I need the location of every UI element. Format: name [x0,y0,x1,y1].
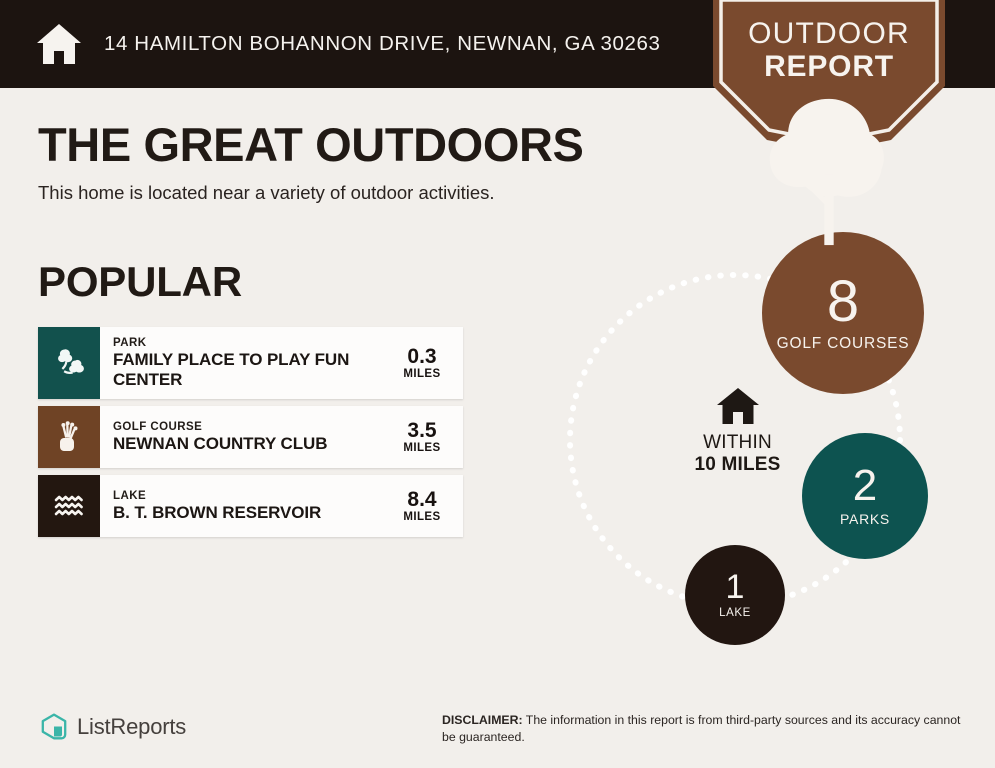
list-item-category: LAKE [113,489,147,502]
water-waves-icon [38,474,100,537]
distance-value: 3.5 [407,418,437,442]
list-item[interactable]: LAKE B. T. BROWN RESERVOIR 8.4 MILES [38,474,463,537]
bubble-lake[interactable]: 1 LAKE [685,545,785,645]
popular-heading: POPULAR [38,258,242,305]
tree-icon [769,98,884,246]
list-item-distance: 3.5 MILES [389,406,463,468]
list-item-text: LAKE B. T. BROWN RESERVOIR [100,475,389,537]
bubble-count: 2 [852,461,878,511]
list-item-category: PARK [113,337,147,349]
disclaimer: DISCLAIMER: The information in this repo… [442,712,962,747]
distance-value: 0.3 [407,344,437,368]
distance-unit: MILES [403,441,441,454]
list-item-distance: 8.4 MILES [389,475,463,537]
listreports-house-icon [41,713,67,740]
disclaimer-label: DISCLAIMER: [442,713,523,727]
bubble-parks[interactable]: 2 PARKS [802,433,928,559]
home-icon [716,388,759,424]
bubble-label: PARKS [840,510,890,527]
bubble-golf-courses[interactable]: 8 GOLF COURSES [762,232,924,394]
bubble-label: GOLF COURSES [776,334,910,352]
outdoor-report-badge: OUTDOOR REPORT [713,0,945,246]
listreports-wordmark: ListReports [77,714,187,739]
distance-value: 8.4 [407,487,437,511]
park-trees-icon [38,327,100,399]
center-line-1: WITHIN [703,432,772,453]
golf-bag-icon [38,405,100,468]
list-item[interactable]: PARK FAMILY PLACE TO PLAY FUN CENTER 0.3… [38,327,463,399]
disclaimer-text: The information in this report is from t… [442,713,961,745]
page-title: THE GREAT OUTDOORS [38,118,584,171]
distance-unit: MILES [403,367,441,380]
page-subtitle: This home is located near a variety of o… [38,182,495,203]
list-item[interactable]: GOLF COURSE NEWNAN COUNTRY CLUB 3.5 MILE… [38,405,463,468]
list-item-name: B. T. BROWN RESERVOIR [113,503,322,523]
diagram-center-label: WITHIN 10 MILES [675,386,800,477]
home-icon [37,24,81,64]
center-line-2: 10 MILES [694,453,781,475]
list-item-text: PARK FAMILY PLACE TO PLAY FUN CENTER [100,327,389,399]
property-address: 14 HAMILTON BOHANNON DRIVE, NEWNAN, GA 3… [104,32,661,55]
list-item-category: GOLF COURSE [113,420,203,433]
popular-list: PARK FAMILY PLACE TO PLAY FUN CENTER 0.3… [38,327,463,544]
bubble-label: LAKE [719,606,751,619]
listreports-logo[interactable]: ListReports [40,712,186,742]
bubble-count: 1 [725,567,745,606]
within-10-miles-diagram: WITHIN 10 MILES 8 GOLF COURSES 2 PARKS 1… [520,218,975,668]
list-item-name: FAMILY PLACE TO PLAY FUN CENTER [113,350,350,390]
bubble-count: 8 [826,268,860,334]
dotted-ring [567,272,903,608]
list-item-distance: 0.3 MILES [389,327,463,399]
list-item-text: GOLF COURSE NEWNAN COUNTRY CLUB [100,406,389,468]
list-item-name: NEWNAN COUNTRY CLUB [113,434,328,454]
distance-unit: MILES [403,510,441,523]
